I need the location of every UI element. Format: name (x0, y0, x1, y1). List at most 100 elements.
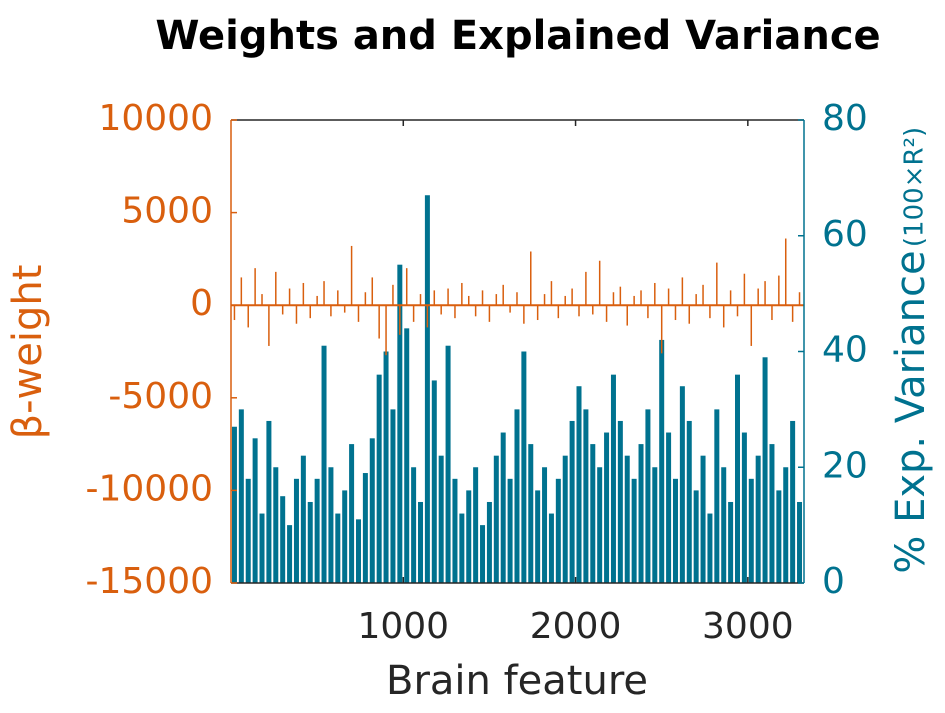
bar (714, 409, 720, 583)
y2-tick-label: 60 (822, 214, 868, 255)
bar (797, 501, 803, 583)
bar (542, 467, 548, 583)
bar (459, 513, 465, 583)
bar (536, 305, 539, 321)
bar (371, 277, 374, 306)
bar (399, 305, 401, 335)
bar (447, 288, 449, 306)
bar (385, 305, 387, 356)
bar (569, 420, 575, 583)
bar (516, 292, 518, 306)
bar (467, 295, 470, 306)
bar (592, 305, 594, 315)
bar (426, 305, 429, 328)
bar (686, 420, 692, 583)
bar (405, 268, 408, 306)
bar (486, 501, 492, 583)
x-tick-label: 2000 (530, 606, 622, 647)
bar (474, 305, 477, 317)
bar (252, 438, 258, 583)
bar (576, 386, 582, 583)
bar (688, 305, 691, 324)
bar (275, 271, 277, 306)
bar (466, 490, 472, 583)
bar (309, 305, 311, 319)
bar (342, 490, 348, 583)
y-tick-label: -15000 (85, 561, 213, 602)
bar (454, 305, 456, 319)
bar (376, 374, 382, 583)
bar (369, 438, 375, 583)
bar (502, 284, 504, 306)
bar (233, 305, 236, 321)
bar (729, 290, 732, 306)
bar (543, 294, 546, 306)
bar (287, 525, 293, 583)
bar (555, 478, 561, 583)
bar (240, 277, 243, 306)
bar (695, 294, 697, 306)
bar (791, 305, 794, 322)
bar (509, 305, 511, 313)
bar (654, 282, 656, 306)
bar (523, 305, 525, 324)
bar (585, 271, 587, 306)
y2-axis-label: % Exp. Variance (888, 250, 934, 573)
bar (597, 467, 603, 583)
bar (424, 195, 430, 584)
bar (268, 305, 270, 346)
bar (433, 290, 436, 306)
bar (748, 478, 754, 583)
x-tick-label: 3000 (702, 606, 794, 647)
bar (392, 284, 394, 306)
bar (349, 444, 355, 583)
bar (302, 282, 305, 306)
bar (557, 305, 560, 319)
bar (431, 380, 437, 583)
bar (548, 513, 554, 583)
bar (362, 473, 368, 583)
bar (660, 305, 663, 354)
bar (771, 305, 773, 321)
bar (666, 432, 672, 583)
bar (610, 374, 616, 583)
bar (709, 305, 711, 319)
bar (757, 288, 759, 306)
bar (337, 290, 339, 306)
bar (667, 288, 670, 306)
bar (254, 268, 256, 306)
y-tick-label: -5000 (108, 376, 213, 417)
bar (674, 305, 677, 321)
bar (550, 281, 553, 306)
bar (721, 467, 727, 583)
bar (578, 305, 580, 317)
bar (488, 305, 491, 322)
bar (617, 420, 623, 583)
bar (328, 467, 334, 583)
bar (259, 513, 265, 583)
bar (769, 444, 775, 583)
bar (755, 455, 761, 583)
bar (626, 305, 628, 326)
bar (633, 295, 635, 306)
bar (438, 455, 444, 583)
bar (273, 467, 279, 583)
bar (562, 455, 568, 583)
bar (419, 294, 422, 306)
bar (288, 288, 291, 306)
bar (798, 292, 801, 306)
bar (390, 409, 396, 583)
bar (783, 467, 789, 583)
bar (716, 262, 718, 306)
bar (293, 478, 299, 583)
bar (679, 386, 685, 583)
bar (645, 409, 651, 583)
bar (590, 444, 596, 583)
bar (261, 294, 263, 306)
bar (397, 264, 403, 583)
y2-axis-unit: (100×R²) (900, 127, 930, 247)
bar (245, 478, 251, 583)
bar (238, 409, 244, 583)
y2-tick-label: 80 (822, 98, 868, 139)
